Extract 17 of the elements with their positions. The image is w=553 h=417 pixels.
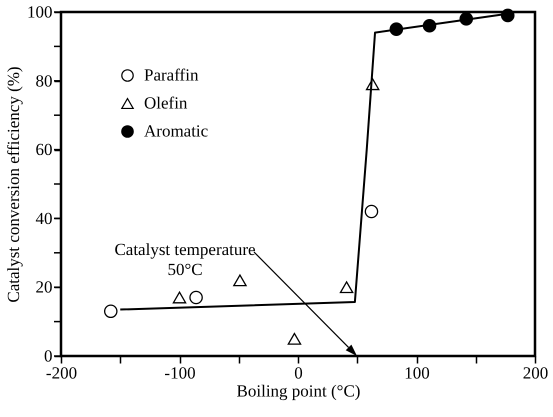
y-tick-label: 100	[27, 2, 52, 22]
x-tick-label: 0	[294, 364, 303, 382]
legend-label: Olefin	[144, 94, 188, 112]
y-tick-label: 60	[36, 140, 52, 160]
legend-label: Aromatic	[144, 122, 209, 140]
x-axis-title: Boiling point (°C)	[236, 382, 360, 400]
annotation: Catalyst temperature 50°C	[114, 240, 256, 279]
x-tick-label: -100	[164, 364, 196, 382]
y-axis-title: Catalyst conversion efficiency (%)	[4, 66, 23, 303]
y-tick-label: 80	[36, 71, 52, 90]
x-tick-label: 200	[522, 364, 548, 382]
y-tick-label: 0	[44, 346, 52, 366]
legend-label: Paraffin	[144, 66, 199, 84]
y-tick-label: 40	[36, 208, 52, 228]
y-tick-label: 20	[36, 278, 52, 297]
x-tick-label: -200	[46, 364, 78, 382]
x-tick-label: 100	[404, 364, 430, 382]
